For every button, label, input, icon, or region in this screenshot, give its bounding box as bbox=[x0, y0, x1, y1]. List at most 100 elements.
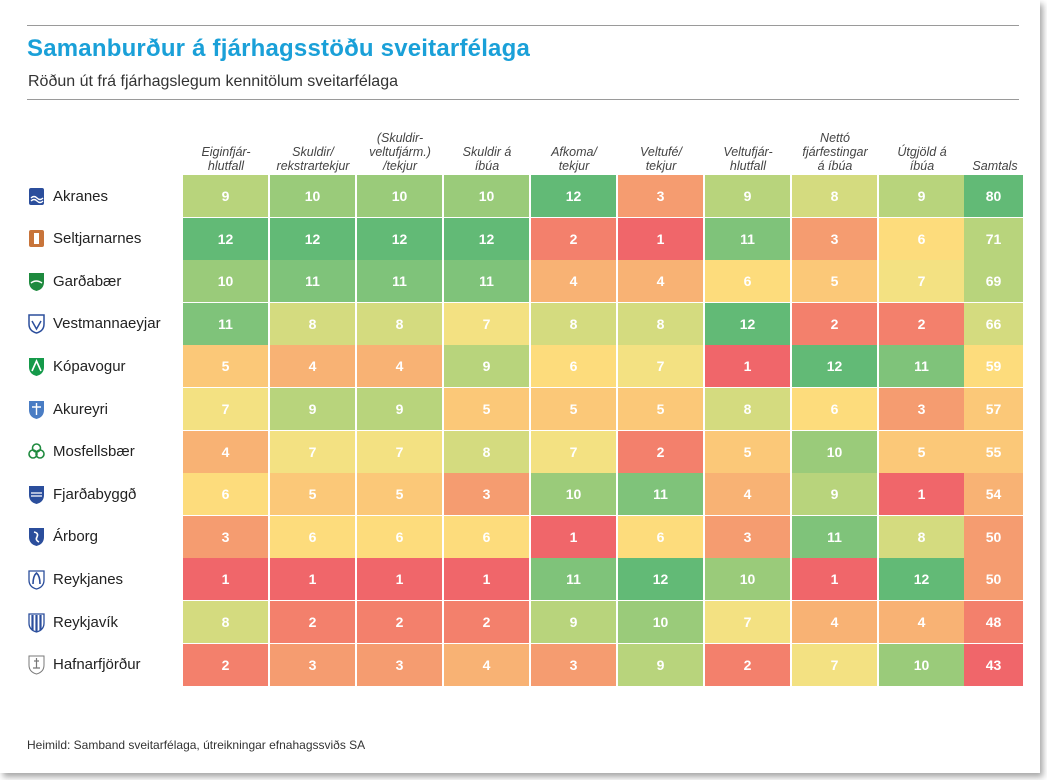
rank-cell: 3 bbox=[618, 175, 704, 218]
rank-cell: 11 bbox=[705, 217, 791, 261]
rank-cell: 5 bbox=[879, 430, 965, 474]
municipality-name: Mosfellsbær bbox=[53, 443, 135, 461]
subtitle-divider bbox=[27, 99, 1019, 100]
hafnarfjordur-crest-icon bbox=[28, 654, 45, 675]
rank-cell: 2 bbox=[705, 643, 791, 687]
rank-cell: 1 bbox=[270, 558, 356, 602]
rank-cell: 7 bbox=[705, 601, 791, 644]
municipality-name: Garðabær bbox=[53, 272, 122, 290]
row-label-mosfellsbaer: Mosfellsbær bbox=[28, 431, 135, 473]
row-label-akureyri: Akureyri bbox=[28, 388, 108, 430]
rank-cell: 10 bbox=[357, 175, 443, 218]
rank-cell: 12 bbox=[270, 217, 356, 261]
rank-cell: 8 bbox=[879, 515, 965, 559]
rank-cell: 4 bbox=[270, 345, 356, 389]
municipality-name: Fjarðabyggð bbox=[53, 485, 137, 503]
rank-cell: 2 bbox=[618, 430, 704, 474]
row-label-arborg: Árborg bbox=[28, 516, 98, 558]
rank-cell: 1 bbox=[444, 558, 530, 602]
akureyri-crest-icon bbox=[28, 399, 45, 420]
municipality-name: Vestmannaeyjar bbox=[53, 315, 161, 333]
rank-cell: 12 bbox=[792, 345, 878, 389]
row-label-reykjanes: Reykjanes bbox=[28, 558, 123, 600]
column-header: Skuldir á íbúa bbox=[462, 145, 512, 173]
rank-cell: 8 bbox=[705, 388, 791, 431]
rank-cell: 1 bbox=[357, 558, 443, 602]
rank-cell: 12 bbox=[705, 302, 791, 346]
rank-cell: 7 bbox=[792, 643, 878, 687]
total-cell: 50 bbox=[964, 515, 1024, 559]
rank-cell: 5 bbox=[618, 388, 704, 431]
row-label-hafnarfjordur: Hafnarfjörður bbox=[28, 644, 141, 686]
municipality-name: Reykjavík bbox=[53, 613, 119, 631]
rank-cell: 12 bbox=[879, 558, 965, 602]
rank-cell: 8 bbox=[792, 175, 878, 218]
rank-cell: 7 bbox=[879, 260, 965, 304]
rank-cell: 6 bbox=[879, 217, 965, 261]
source-note: Heimild: Samband sveitarfélaga, útreikni… bbox=[27, 738, 366, 752]
arborg-crest-icon bbox=[28, 526, 45, 547]
rank-cell: 10 bbox=[792, 430, 878, 474]
rank-cell: 6 bbox=[444, 515, 530, 559]
rank-cell: 7 bbox=[618, 345, 704, 389]
row-label-seltjarnarnes: Seltjarnarnes bbox=[28, 218, 141, 260]
rank-cell: 10 bbox=[879, 643, 965, 687]
rank-cell: 4 bbox=[705, 473, 791, 517]
rank-cell: 9 bbox=[618, 643, 704, 687]
rank-cell: 2 bbox=[444, 601, 530, 644]
rank-cell: 5 bbox=[357, 473, 443, 517]
rank-cell: 5 bbox=[792, 260, 878, 304]
rank-cell: 1 bbox=[879, 473, 965, 517]
rank-cell: 12 bbox=[444, 217, 530, 261]
rank-cell: 4 bbox=[879, 601, 965, 644]
rank-cell: 11 bbox=[531, 558, 617, 602]
rank-cell: 2 bbox=[357, 601, 443, 644]
rank-cell: 6 bbox=[792, 388, 878, 431]
rank-cell: 11 bbox=[792, 515, 878, 559]
rank-cell: 3 bbox=[792, 217, 878, 261]
chart-subtitle: Röðun út frá fjárhagslegum kennitölum sv… bbox=[28, 73, 398, 90]
municipality-name: Hafnarfjörður bbox=[53, 656, 141, 674]
municipality-name: Kópavogur bbox=[53, 357, 126, 375]
rank-cell: 3 bbox=[444, 473, 530, 517]
total-cell: 43 bbox=[964, 643, 1024, 687]
fjardabyggd-crest-icon bbox=[28, 484, 45, 505]
rank-cell: 3 bbox=[183, 515, 269, 559]
total-cell: 54 bbox=[964, 473, 1024, 517]
rank-cell: 1 bbox=[183, 558, 269, 602]
rank-cell: 5 bbox=[444, 388, 530, 431]
rank-cell: 3 bbox=[705, 515, 791, 559]
rank-cell: 3 bbox=[270, 643, 356, 687]
row-label-akranes: Akranes bbox=[28, 175, 108, 217]
rank-cell: 5 bbox=[531, 388, 617, 431]
column-header: (Skuldir- veltufjárm.) /tekjur bbox=[369, 131, 431, 173]
rank-cell: 2 bbox=[792, 302, 878, 346]
rank-cell: 4 bbox=[531, 260, 617, 304]
rank-cell: 12 bbox=[531, 175, 617, 218]
row-label-vestmannaeyjar: Vestmannaeyjar bbox=[28, 303, 161, 345]
rank-cell: 7 bbox=[183, 388, 269, 431]
rank-cell: 4 bbox=[183, 430, 269, 474]
rank-cell: 5 bbox=[705, 430, 791, 474]
rank-cell: 7 bbox=[357, 430, 443, 474]
column-header: Veltufjár- hlutfall bbox=[723, 145, 773, 173]
rank-cell: 7 bbox=[270, 430, 356, 474]
rank-cell: 11 bbox=[879, 345, 965, 389]
rank-cell: 9 bbox=[183, 175, 269, 218]
rank-cell: 8 bbox=[531, 302, 617, 346]
municipality-name: Akranes bbox=[53, 187, 109, 205]
rank-cell: 4 bbox=[444, 643, 530, 687]
top-divider bbox=[27, 25, 1019, 26]
rank-cell: 9 bbox=[531, 601, 617, 644]
rank-cell: 11 bbox=[270, 260, 356, 304]
rank-cell: 6 bbox=[618, 515, 704, 559]
reykjanes-crest-icon bbox=[28, 569, 45, 590]
rank-cell: 5 bbox=[183, 345, 269, 389]
rank-cell: 11 bbox=[357, 260, 443, 304]
rank-cell: 8 bbox=[183, 601, 269, 644]
column-header: Eiginfjár- hlutfall bbox=[201, 145, 251, 173]
kopavogur-crest-icon bbox=[28, 356, 45, 377]
rank-cell: 1 bbox=[531, 515, 617, 559]
rank-cell: 10 bbox=[183, 260, 269, 304]
total-cell: 69 bbox=[964, 260, 1024, 304]
